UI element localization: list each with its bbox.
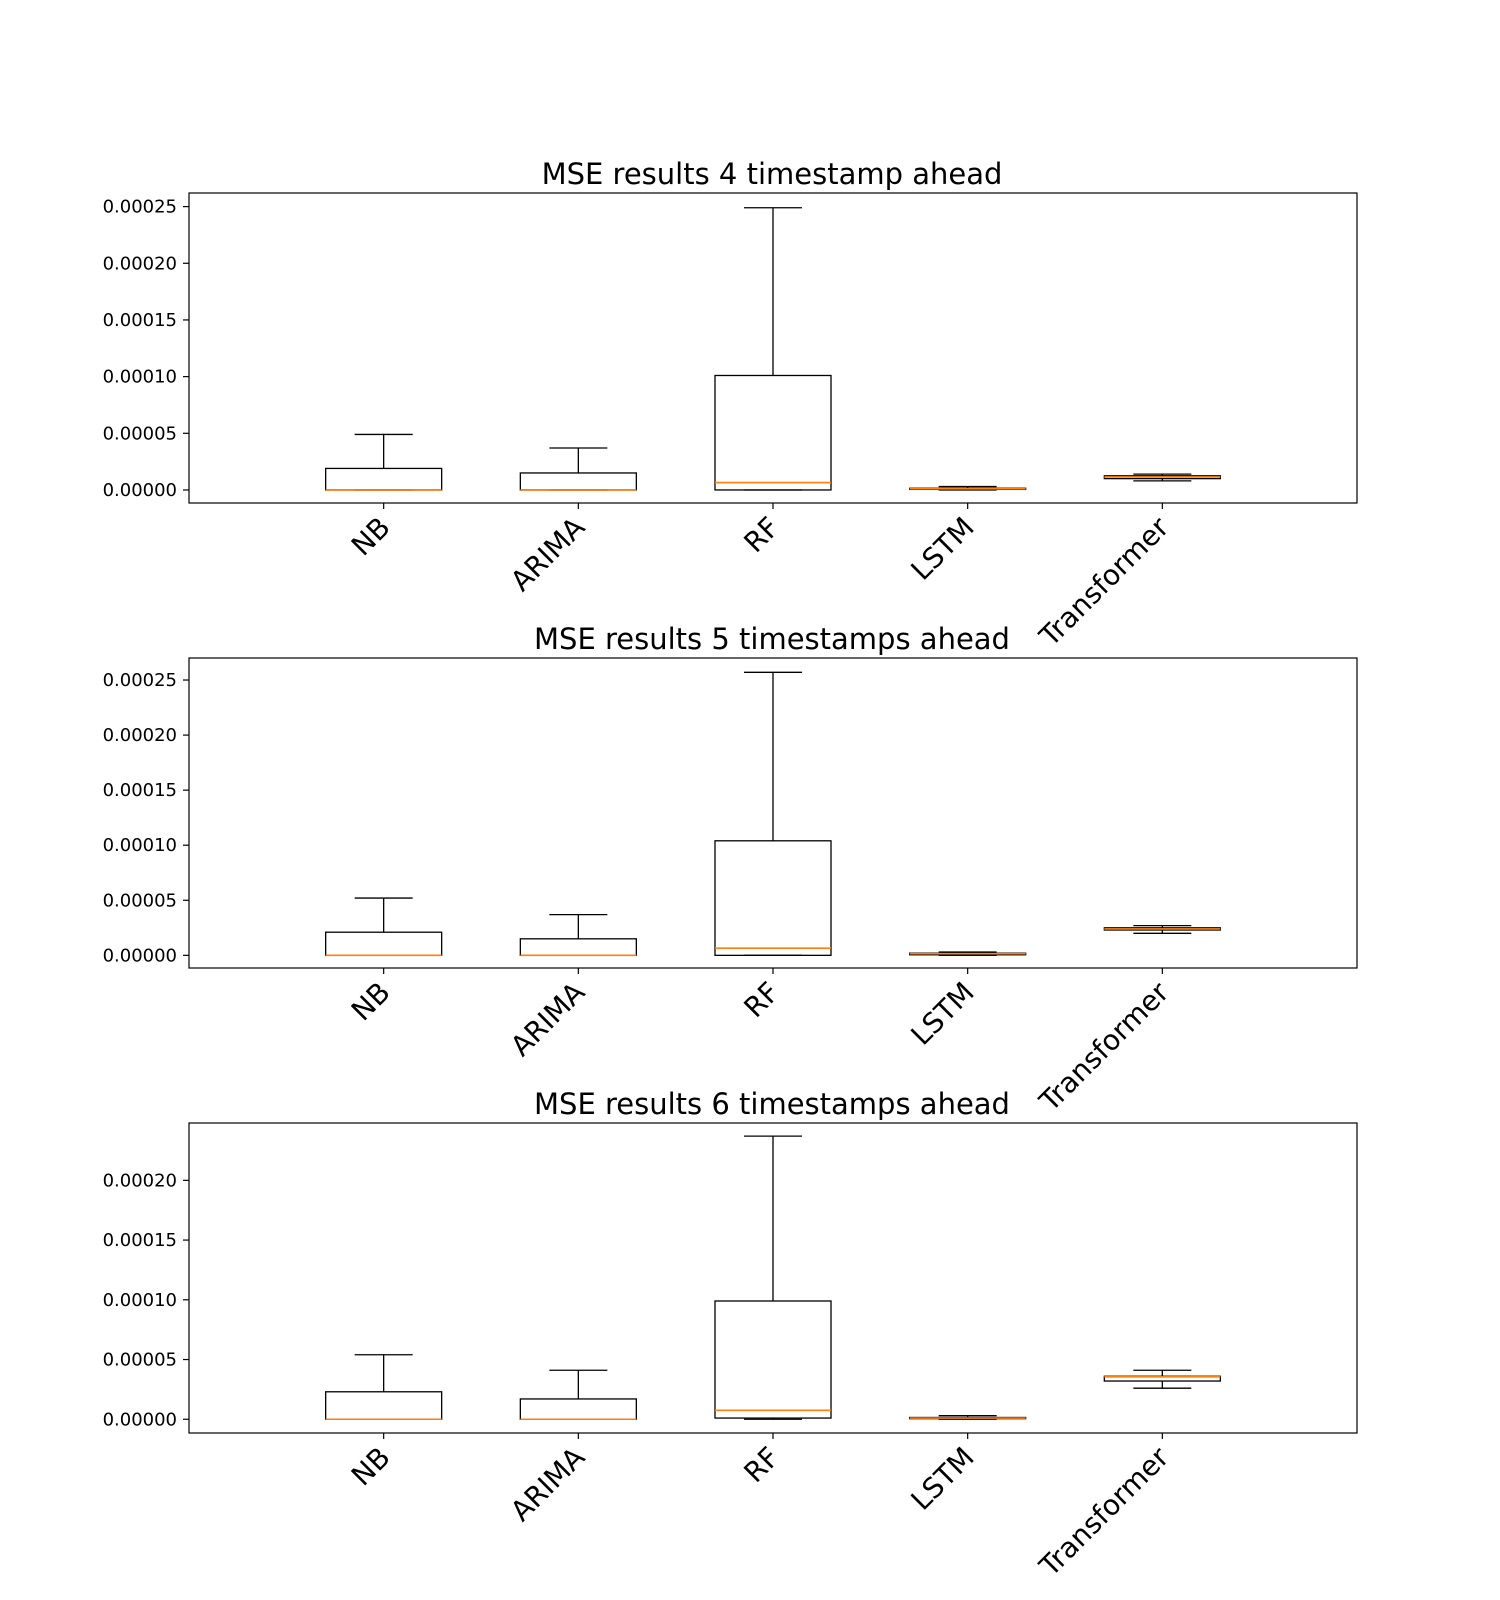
y-tick-label: 0.00020 [103,253,177,274]
axes-frame [188,657,1358,969]
y-tick-label: 0.00020 [103,725,177,746]
y-tick-label: 0.00015 [103,780,177,801]
y-tick-label: 0.00010 [103,1290,177,1311]
y-tick-label: 0.00005 [103,890,177,911]
chart-title: MSE results 4 timestamp ahead [542,157,1003,191]
box [714,840,832,956]
y-tick-label: 0.00000 [103,480,177,501]
y-tick-label: 0.00015 [103,1230,177,1251]
y-tick-label: 0.00025 [103,670,177,691]
y-tick-label: 0.00025 [103,197,177,218]
y-tick-label: 0.00015 [103,310,177,331]
chart-title: MSE results 6 timestamps ahead [534,1087,1010,1121]
y-tick-label: 0.00005 [103,1350,177,1371]
chart-title: MSE results 5 timestamps ahead [534,622,1010,656]
box [714,1300,832,1419]
box [714,374,832,491]
y-tick-label: 0.00010 [103,835,177,856]
y-tick-label: 0.00020 [103,1170,177,1191]
y-tick-label: 0.00005 [103,423,177,444]
axes-frame [188,192,1358,504]
y-tick-label: 0.00000 [103,945,177,966]
axes-frame [188,1122,1358,1434]
y-tick-label: 0.00010 [103,367,177,388]
y-tick-label: 0.00000 [103,1409,177,1430]
